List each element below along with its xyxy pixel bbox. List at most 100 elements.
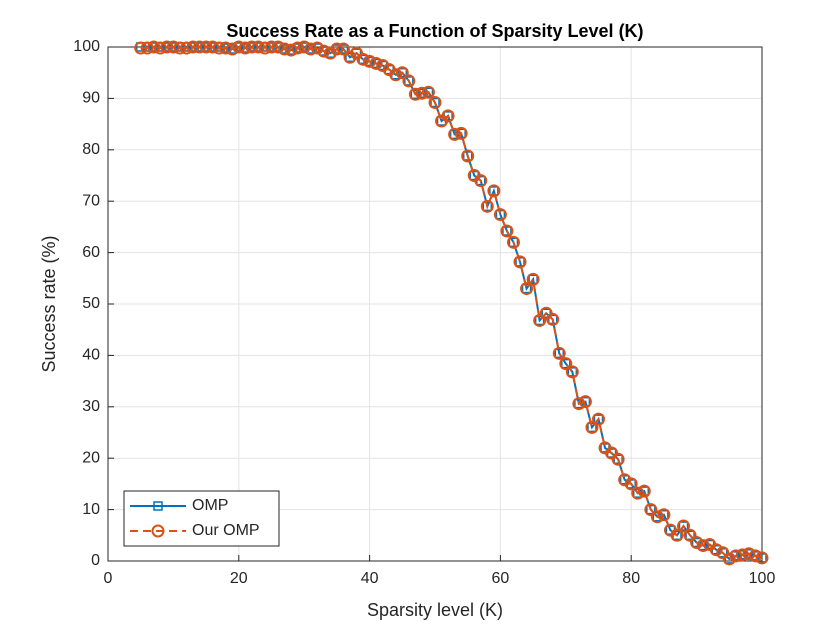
marker [415,86,429,100]
marker [310,41,324,55]
marker [677,519,691,533]
x-tick-label: 20 [230,570,248,587]
marker [520,282,534,296]
x-axis-label: Sparsity level (K) [367,600,503,620]
marker [691,537,702,548]
marker [637,484,651,498]
marker [559,357,573,371]
y-tick-label: 70 [82,192,100,209]
marker [428,96,442,110]
marker [297,40,311,54]
marker [735,548,749,562]
marker [430,97,440,108]
marker [376,59,390,73]
marker [238,41,252,55]
marker [330,42,344,56]
marker [698,540,708,551]
marker [574,398,584,409]
marker [487,184,501,198]
marker [659,509,669,520]
marker [179,41,193,55]
marker [506,235,520,249]
legend-marker [151,524,165,538]
marker [742,547,756,561]
marker [323,46,337,60]
marker [718,548,728,558]
marker [225,42,239,56]
marker [232,40,246,54]
marker [160,40,174,54]
marker [508,237,519,248]
legend-label: Our OMP [192,522,260,539]
marker [533,313,547,327]
marker [646,504,656,515]
marker [515,257,525,267]
marker [657,508,671,522]
marker [441,109,455,123]
marker [748,549,762,563]
marker [199,40,213,54]
marker [611,452,625,466]
marker [358,54,368,65]
marker [304,42,318,56]
marker [336,42,350,56]
marker [593,414,604,424]
marker [389,68,403,82]
marker [448,127,462,141]
marker [166,40,180,54]
x-tick-label: 60 [492,570,510,587]
marker [683,528,697,542]
marker [410,89,421,100]
marker [652,512,663,522]
y-tick-label: 0 [91,552,100,569]
marker [632,488,643,498]
marker [454,126,468,140]
marker [561,358,571,369]
marker [690,535,704,549]
marker [474,174,488,188]
marker [480,199,494,213]
marker [343,50,357,64]
marker [493,208,507,222]
marker [186,40,200,54]
marker [567,367,578,377]
y-tick-label: 50 [82,295,100,312]
marker [489,186,499,196]
x-tick-label: 100 [749,570,776,587]
marker [500,224,514,238]
marker [513,255,527,269]
marker [319,46,329,56]
marker [461,149,475,163]
marker [685,530,695,541]
marker [462,151,473,161]
y-tick-label: 100 [73,38,100,55]
marker [371,58,381,69]
marker [206,40,220,54]
y-tick-label: 60 [82,244,100,261]
marker [724,554,735,564]
marker [541,308,551,319]
marker [408,87,422,101]
marker [613,454,623,464]
marker [757,553,767,563]
marker [722,552,736,566]
marker [528,274,538,285]
marker [153,41,167,55]
marker [624,477,638,491]
marker [397,67,408,78]
marker [227,44,238,54]
marker [729,549,743,563]
marker [134,41,148,55]
y-tick-label: 10 [82,501,100,518]
x-tick-label: 80 [622,570,640,587]
marker [552,346,566,360]
marker [212,41,226,55]
marker [731,551,741,561]
marker [526,272,540,286]
marker [251,40,265,54]
marker [554,348,565,359]
marker [644,503,658,517]
marker [404,76,414,86]
marker [755,551,769,565]
marker [585,420,599,434]
